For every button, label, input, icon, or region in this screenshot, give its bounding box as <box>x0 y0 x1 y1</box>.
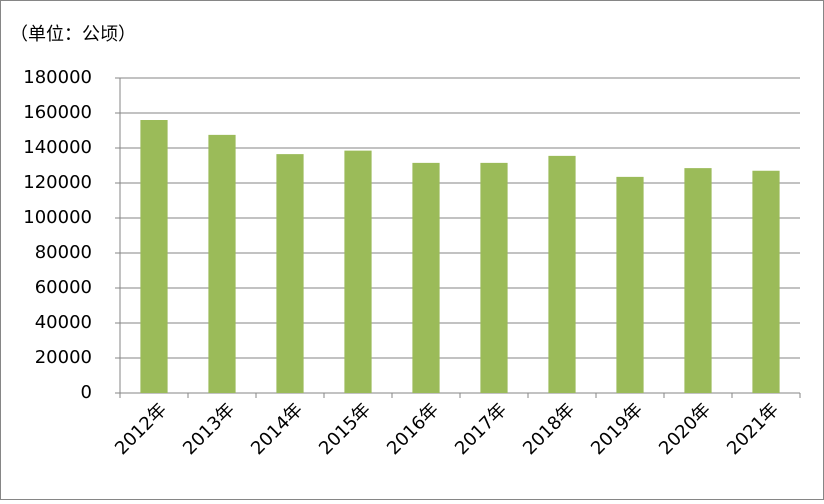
y-tick-label: 40000 <box>35 312 92 333</box>
y-tick-label: 60000 <box>35 277 92 298</box>
bar <box>344 150 372 393</box>
y-tick-label: 160000 <box>23 102 92 123</box>
bar <box>684 168 712 393</box>
bar <box>140 120 168 393</box>
chart-subtitle: （单位：公顷） <box>10 24 136 45</box>
y-tick-label: 0 <box>81 382 92 403</box>
bar <box>752 170 780 393</box>
y-tick-label: 180000 <box>23 67 92 88</box>
y-tick-label: 100000 <box>23 207 92 228</box>
bar <box>616 176 644 393</box>
y-tick-label: 20000 <box>35 347 92 368</box>
y-tick-label: 140000 <box>23 137 92 158</box>
bar <box>276 154 304 393</box>
bar <box>480 162 508 393</box>
bar <box>208 134 236 393</box>
bar <box>548 155 576 393</box>
y-tick-label: 120000 <box>23 172 92 193</box>
y-tick-label: 80000 <box>35 242 92 263</box>
bar <box>412 162 440 393</box>
